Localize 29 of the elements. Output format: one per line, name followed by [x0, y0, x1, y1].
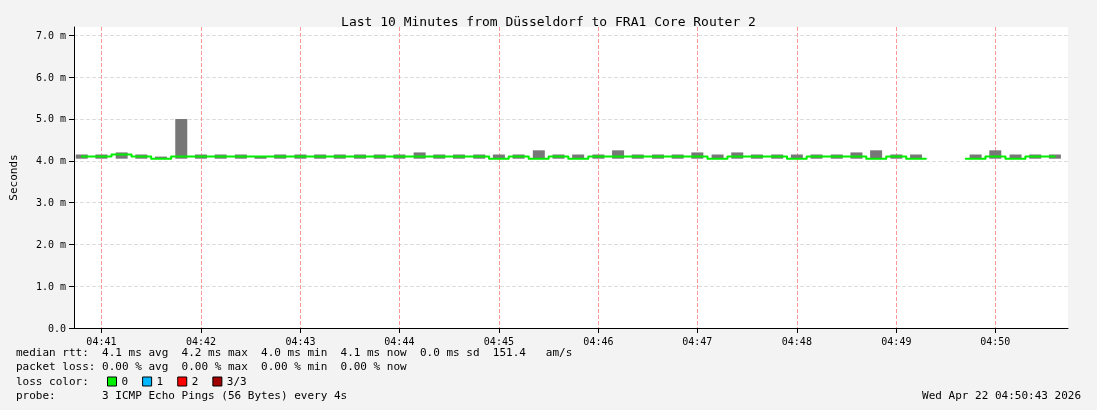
- y-tick-label: 7.0 m: [35, 29, 66, 41]
- x-tick-label: 04:48: [781, 335, 812, 347]
- x-tick-label: 04:42: [185, 335, 216, 347]
- x-tick-label: 04:46: [583, 335, 614, 347]
- y-tick-label: 6.0 m: [35, 71, 66, 83]
- y-axis-title: Seconds: [7, 154, 20, 201]
- y-tick-label: 1.0 m: [35, 280, 66, 292]
- x-tick-label: 04:44: [384, 335, 415, 347]
- text: Wed Apr 22 04:50:43 2026: [922, 389, 1082, 402]
- text: median rtt: 4.1 ms avg 4.2 ms max 4.0 ms min 4.1 ms now 0.0 ms sd 151.4 am/s: [16, 346, 573, 359]
- y-tick-label: 3.0 m: [35, 197, 66, 209]
- legend-label: 2: [191, 375, 199, 388]
- text: packet loss: 0.00 % avg 0.00 % max 0.00 % min 0.00 % now: [16, 360, 408, 374]
- x-tick-label: 04:47: [682, 335, 713, 347]
- x-tick-label: 04:49: [881, 335, 912, 347]
- chart-title: Last 10 Minutes from Düsseldorf to FRA1 Core Router 2: [341, 14, 756, 29]
- x-tick-label: 04:45: [483, 335, 514, 347]
- legend-label: 0: [121, 375, 129, 388]
- legend-label: 3/3: [226, 375, 247, 388]
- x-tick-label: 04:50: [980, 335, 1011, 347]
- y-tick-label: 5.0 m: [35, 113, 66, 125]
- legend-label: 1: [156, 375, 164, 388]
- x-tick-label: 04:43: [285, 335, 316, 347]
- text: probe: 3 ICMP Echo Pings (56 Bytes) every 4s: [16, 388, 348, 402]
- text: loss color:: [16, 374, 89, 388]
- y-tick-label: 2.0 m: [35, 238, 66, 250]
- y-tick-label: 0.0: [47, 322, 66, 334]
- x-tick-label: 04:41: [86, 335, 117, 347]
- y-tick-label: 4.0 m: [35, 155, 66, 167]
